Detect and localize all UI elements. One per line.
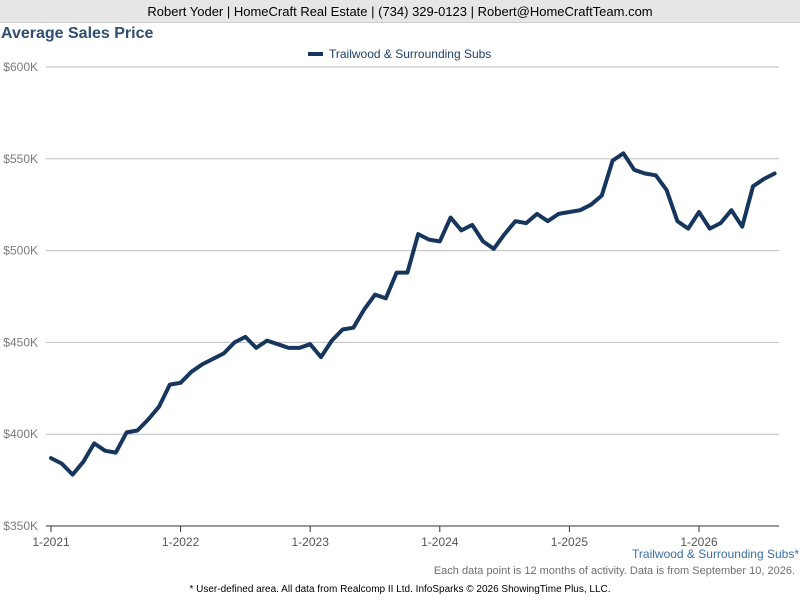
contact-header: Robert Yoder | HomeCraft Real Estate | (… (0, 0, 800, 23)
x-tick-label: 1-2022 (162, 535, 200, 549)
footer-note: * User-defined area. All data from Realc… (189, 584, 611, 595)
y-tick-label: $400K (3, 427, 38, 441)
x-tick-label: 1-2023 (292, 535, 330, 549)
series-caption: Trailwood & Surrounding Subs* (632, 547, 799, 561)
contact-text: Robert Yoder | HomeCraft Real Estate | (… (147, 3, 653, 19)
y-tick-label: $550K (3, 152, 38, 166)
y-tick-label: $500K (3, 244, 38, 258)
x-tick-label: 1-2026 (680, 535, 718, 549)
x-tick-label: 1-2021 (32, 535, 70, 549)
y-tick-label: $350K (3, 519, 38, 533)
x-tick-label: 1-2025 (551, 535, 589, 549)
y-tick-label: $450K (3, 335, 38, 349)
x-tick-label: 1-2024 (421, 535, 459, 549)
y-tick-label: $600K (3, 60, 38, 74)
chart-title: Average Sales Price (1, 25, 154, 42)
series-line (49, 151, 777, 477)
legend-label: Trailwood & Surrounding Subs (329, 47, 491, 61)
data-note: Each data point is 12 months of activity… (433, 565, 795, 577)
